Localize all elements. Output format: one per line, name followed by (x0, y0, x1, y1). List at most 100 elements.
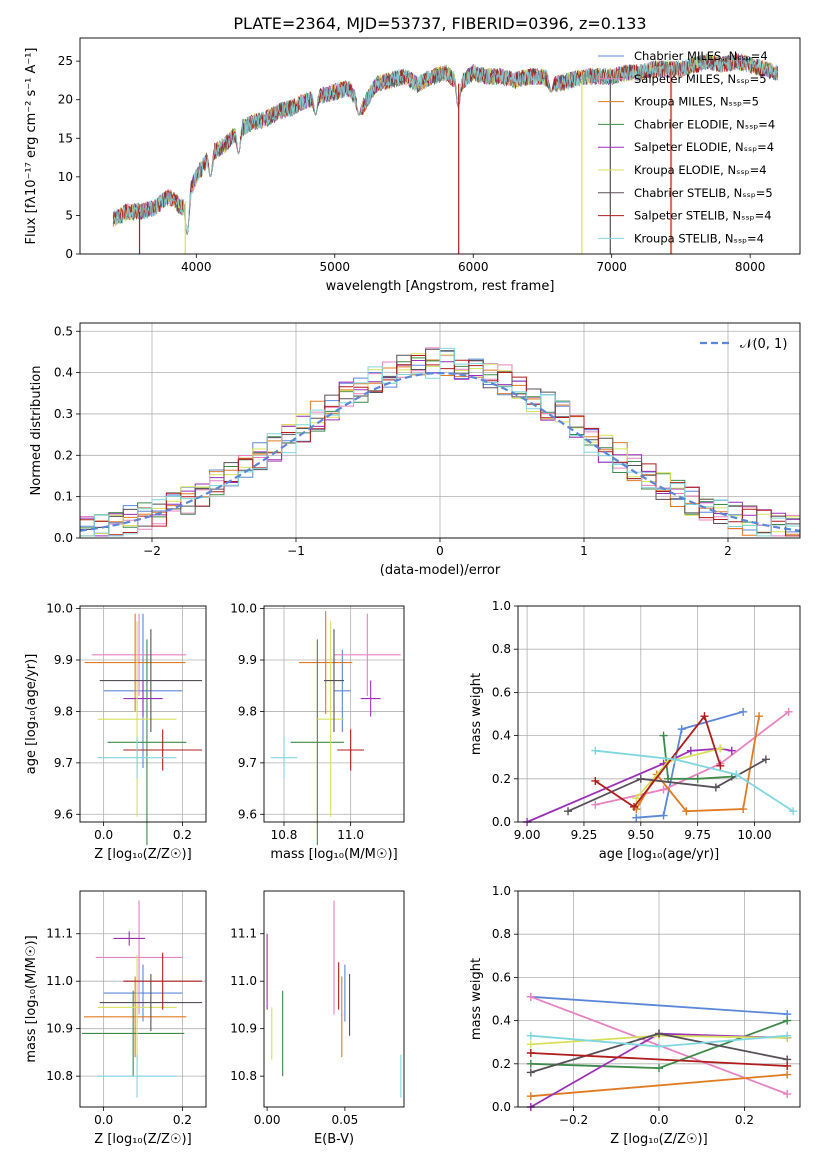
axes-frame (79, 322, 801, 539)
weight-marker (716, 761, 725, 770)
weight-marker (783, 1090, 792, 1099)
y-tick-label: 0 (65, 247, 73, 261)
weight-marker (789, 807, 798, 816)
x-tick-label: 0.2 (173, 1113, 192, 1127)
spectrum-series-8 (112, 53, 779, 235)
panel-1: 4000 5000 6000 7000 8000 0 5 10 15 20 25 wavelength… (24, 37, 801, 294)
y-tick-label: 0.0 (54, 531, 73, 545)
weight-marker (632, 794, 641, 803)
weight-line-series-7 (567, 758, 767, 813)
weight-marker (755, 712, 764, 721)
y-tick-label: 10.9 (46, 1022, 73, 1036)
weight-marker (632, 813, 641, 822)
weight-marker (526, 1040, 535, 1049)
legend-label: Chabrier STELIB, Nₛₛₚ=5 (634, 186, 773, 200)
weight-line-series-3 (530, 1073, 788, 1098)
axes-frame (517, 890, 801, 1108)
weight-line-series-1 (530, 995, 788, 1015)
legend-label: Kroupa MILES, Nₛₛₚ=5 (634, 95, 759, 109)
x-tick-label: 4000 (181, 260, 212, 274)
weight-marker (686, 746, 695, 755)
y-tick-label: 10.0 (230, 602, 257, 616)
x-tick-label: 8000 (735, 260, 766, 274)
y-tick-label: 10.8 (230, 1069, 257, 1083)
panel-6: 0.0 0.2 10.8 10.9 11.0 11.1 Z [log₁₀(Z/Z☉)] mas… (24, 890, 207, 1147)
weight-marker (655, 1064, 663, 1073)
y-tick-label: 5 (65, 208, 73, 222)
weight-marker (670, 755, 679, 764)
y-tick-label: 20 (58, 93, 73, 107)
x-tick-label: 9.50 (627, 828, 654, 842)
weight-marker (526, 1059, 535, 1068)
x-axis-label: Z [log₁₀(Z/Z☉)] (94, 847, 191, 862)
weight-marker (783, 1070, 792, 1079)
weight-marker (591, 776, 600, 785)
x-tick-label: 6000 (458, 260, 489, 274)
legend-label: Salpeter MILES, Nₛₛₚ=5 (634, 72, 767, 86)
y-tick-label: 11.1 (230, 927, 257, 941)
legend-label: 𝒩(0, 1) (740, 337, 787, 352)
y-tick-label: 0.4 (492, 1014, 511, 1028)
legend-label: Chabrier ELODIE, Nₛₛₚ=4 (634, 117, 775, 131)
panel-3: 0.0 0.2 9.6 9.7 9.8 9.9 10.0 Z [log₁₀(Z/Z☉)] age… (24, 602, 207, 862)
legend-label: Salpeter ELODIE, Nₛₛₚ=4 (634, 140, 774, 154)
y-tick-label: 1.0 (492, 599, 511, 613)
y-tick-label: 0.0 (492, 815, 511, 829)
y-axis-label: Normed distribution (29, 366, 44, 496)
weight-marker (732, 770, 741, 779)
weight-line-series-8 (594, 714, 722, 809)
y-tick-label: 10.9 (230, 1022, 257, 1036)
y-tick-label: 0.5 (54, 324, 73, 338)
x-axis-label: mass [log₁₀(M/M☉)] (270, 847, 397, 862)
x-tick-label: 10.00 (737, 828, 771, 842)
y-tick-label: 0.1 (54, 490, 73, 504)
axes-frame (263, 890, 405, 1108)
x-axis-label: Z [log₁₀(Z/Z☉)] (610, 1132, 707, 1147)
weight-marker (727, 746, 736, 755)
y-axis-label: age [log₁₀(age/yr)] (24, 654, 39, 775)
x-axis-label: age [log₁₀(age/yr)] (599, 847, 720, 862)
y-axis-label: mass weight (469, 673, 484, 755)
y-axis-label: Flux [fλ10⁻¹⁷ erg cm⁻² s⁻¹ A⁻¹] (24, 48, 39, 245)
x-tick-label: 11.0 (337, 828, 364, 842)
x-tick-label: 0.00 (254, 1113, 281, 1127)
x-axis-label: (data-model)/error (380, 563, 501, 578)
weight-marker (636, 774, 645, 783)
y-tick-label: 9.9 (238, 653, 257, 667)
axes-frame (263, 605, 405, 823)
x-tick-label: 9.00 (514, 828, 541, 842)
x-tick-label: 1 (580, 544, 588, 558)
weight-marker (682, 807, 691, 816)
panels: 4000 5000 6000 7000 80000510152025wavelength… (24, 37, 801, 1147)
weight-line-series-4 (662, 735, 732, 780)
x-tick-label: 0.0 (649, 1113, 668, 1127)
x-tick-label: 0.0 (94, 828, 113, 842)
x-tick-label: −1 (287, 544, 305, 558)
x-tick-label: 0.2 (735, 1113, 754, 1127)
weight-marker (783, 1016, 792, 1025)
y-tick-label: 0.2 (492, 772, 511, 786)
x-tick-label: 0 (436, 544, 444, 558)
weight-line-series-8 (530, 1052, 788, 1067)
weight-marker (526, 1031, 535, 1040)
y-tick-label: 0.8 (492, 927, 511, 941)
x-axis-label: wavelength [Angstrom, rest frame] (326, 279, 555, 294)
weight-marker (716, 744, 725, 753)
weight-marker (526, 1049, 535, 1057)
weight-marker (564, 807, 573, 816)
histogram-series-9 (80, 347, 800, 537)
weight-marker (591, 800, 600, 809)
legend-label: Kroupa STELIB, Nₛₛₚ=4 (634, 231, 764, 245)
panel-8: −0.2 0.0 0.2 0.0 0.2 0.4 0.6 0.8 1.0 Z [log₁₀(Z/Z… (469, 884, 801, 1147)
y-tick-label: 0.6 (492, 970, 511, 984)
weight-marker (659, 811, 668, 820)
axes-frame (79, 605, 207, 823)
y-tick-label: 9.6 (238, 807, 257, 821)
legend-label: Salpeter STELIB, Nₛₛₚ=4 (634, 209, 772, 223)
weight-marker (591, 746, 600, 755)
y-tick-label: 9.7 (54, 756, 73, 770)
y-tick-label: 10.8 (46, 1069, 73, 1083)
y-tick-label: 9.6 (54, 807, 73, 821)
panel-5: 9.00 9.25 9.50 9.75 10.00 0.0 0.2 0.4 0.6 0.8 1.0 a… (469, 599, 801, 862)
weight-marker (711, 783, 720, 792)
